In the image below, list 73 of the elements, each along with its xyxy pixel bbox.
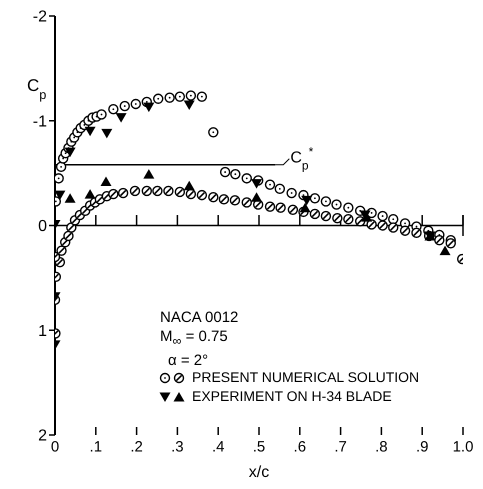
x-tick-label: .5	[252, 438, 266, 456]
point	[220, 166, 230, 178]
y-tick-label: -1	[32, 113, 48, 130]
point	[174, 91, 186, 102]
point	[101, 128, 112, 138]
point	[286, 188, 297, 198]
point	[251, 179, 262, 189]
point	[354, 216, 366, 227]
y-axis-title: C$_{p}$	[27, 76, 46, 102]
point	[252, 199, 264, 210]
legend-label: EXPERIMENT ON H-34 BLADE	[192, 387, 392, 406]
x-tick-label: .4	[212, 438, 224, 456]
y-tick-label: -2	[32, 8, 48, 26]
point	[153, 94, 164, 104]
point	[184, 100, 195, 110]
point	[64, 148, 76, 158]
point	[84, 126, 96, 136]
x-tick-label: .9	[416, 438, 428, 456]
point	[56, 162, 66, 172]
point	[66, 222, 77, 233]
point	[116, 113, 127, 123]
x-tick-label: 0	[50, 438, 60, 456]
point	[274, 184, 286, 194]
point	[184, 180, 195, 190]
point	[332, 212, 343, 224]
annotation: α = 2°	[168, 352, 208, 369]
point	[264, 179, 276, 190]
y-tick-label: 2	[38, 428, 48, 445]
point	[96, 109, 107, 120]
x-tick-label: .7	[334, 438, 347, 456]
point	[320, 196, 332, 207]
point	[242, 173, 252, 184]
point	[411, 228, 422, 238]
x-axis-title: x/c	[248, 464, 270, 481]
point	[108, 104, 119, 114]
point	[275, 202, 286, 213]
annotation: NACA 0012	[160, 309, 238, 326]
point	[218, 194, 230, 205]
point	[55, 190, 66, 200]
point	[143, 102, 154, 112]
point	[440, 246, 451, 256]
x-tick-label: .2	[130, 438, 143, 456]
point	[164, 92, 175, 103]
point	[208, 127, 219, 138]
point	[331, 199, 342, 210]
point	[388, 214, 398, 224]
point	[143, 169, 154, 179]
point	[300, 202, 311, 212]
x-tick-label: .6	[294, 438, 306, 456]
point	[446, 238, 456, 249]
point	[343, 202, 354, 213]
legend-label: PRESENT NUMERICAL SOLUTION	[192, 368, 420, 387]
point	[186, 90, 196, 101]
point	[310, 193, 320, 204]
x-tick-label: .8	[375, 438, 388, 456]
point	[251, 192, 262, 202]
point	[208, 192, 219, 202]
point	[130, 98, 141, 110]
point	[434, 234, 445, 246]
point	[120, 100, 130, 112]
point	[377, 210, 388, 222]
y-tick-label: 0	[38, 218, 48, 236]
annotation: M$_{∞}$ = 0.75	[160, 328, 228, 348]
point	[100, 176, 112, 186]
point	[64, 193, 76, 203]
point	[301, 196, 312, 206]
x-tick-label: .1	[90, 438, 102, 456]
point	[230, 168, 241, 180]
point	[196, 91, 208, 102]
y-tick-label: 1	[38, 322, 48, 340]
x-tick-label: .3	[171, 438, 184, 456]
x-tick-label: 1.0	[452, 438, 474, 456]
point	[84, 189, 96, 199]
